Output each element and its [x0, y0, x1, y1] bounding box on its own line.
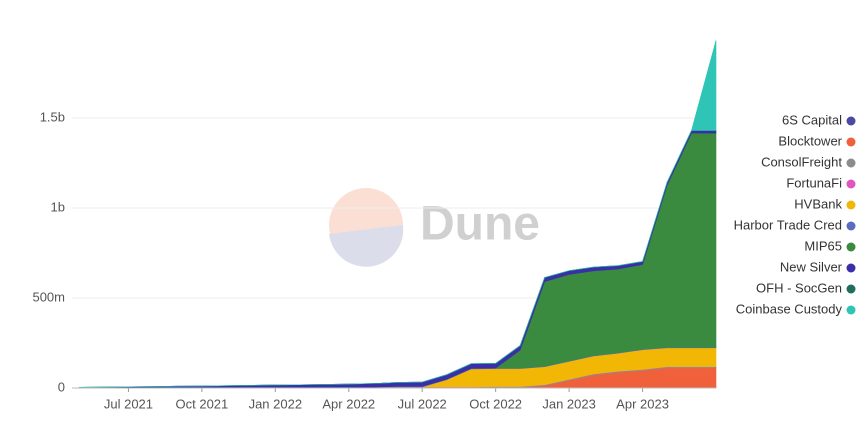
watermark-logo	[329, 188, 404, 267]
legend-label: 6S Capital	[782, 112, 842, 127]
legend-label: Coinbase Custody	[736, 301, 843, 316]
legend-swatch	[846, 179, 856, 189]
legend-label: HVBank	[794, 196, 842, 211]
y-tick-label: 1.5b	[40, 109, 65, 124]
legend: 6S Capital Blocktower ConsolFreight Fortuna…	[734, 112, 856, 316]
y-tick-label: 500m	[32, 289, 65, 304]
legend-label: ConsolFreight	[761, 154, 842, 169]
x-tick-label: Jan 2023	[542, 396, 596, 411]
legend-swatch	[846, 158, 856, 168]
x-tick-label: Oct 2021	[176, 396, 229, 411]
legend-swatch	[846, 221, 856, 231]
y-tick-label: 1b	[51, 199, 65, 214]
x-tick-label: Apr 2023	[616, 396, 669, 411]
legend-label: OFH - SocGen	[756, 280, 842, 295]
legend-swatch	[846, 242, 856, 252]
legend-label: MIP65	[804, 238, 842, 253]
x-tick-label: Jan 2022	[249, 396, 303, 411]
area	[79, 40, 717, 388]
x-tick-label: Apr 2022	[322, 396, 375, 411]
y-tick-label: 0	[58, 379, 65, 394]
legend-swatch	[846, 284, 856, 294]
logo-segment	[329, 225, 404, 267]
x-tick-label: Jul 2022	[398, 396, 447, 411]
legend-swatch	[846, 263, 856, 273]
legend-label: Harbor Trade Cred	[734, 217, 842, 232]
logo-circle	[329, 188, 403, 262]
watermark: Dune	[420, 198, 540, 251]
legend-label: FortunaFi	[786, 175, 842, 190]
x-tick-label: Oct 2022	[469, 396, 522, 411]
legend-swatch	[846, 200, 856, 210]
area	[79, 132, 717, 388]
legend-label: New Silver	[780, 259, 843, 274]
axes: 0 500m 1b 1.5b Jul 2021 Oct 2021 Jan 2022 Apr 2…	[32, 109, 716, 411]
legend-swatch	[846, 137, 856, 147]
legend-swatch	[846, 116, 856, 126]
x-tick-label: Jul 2021	[104, 396, 153, 411]
legend-label: Blocktower	[778, 133, 842, 148]
legend-swatch	[846, 305, 856, 315]
